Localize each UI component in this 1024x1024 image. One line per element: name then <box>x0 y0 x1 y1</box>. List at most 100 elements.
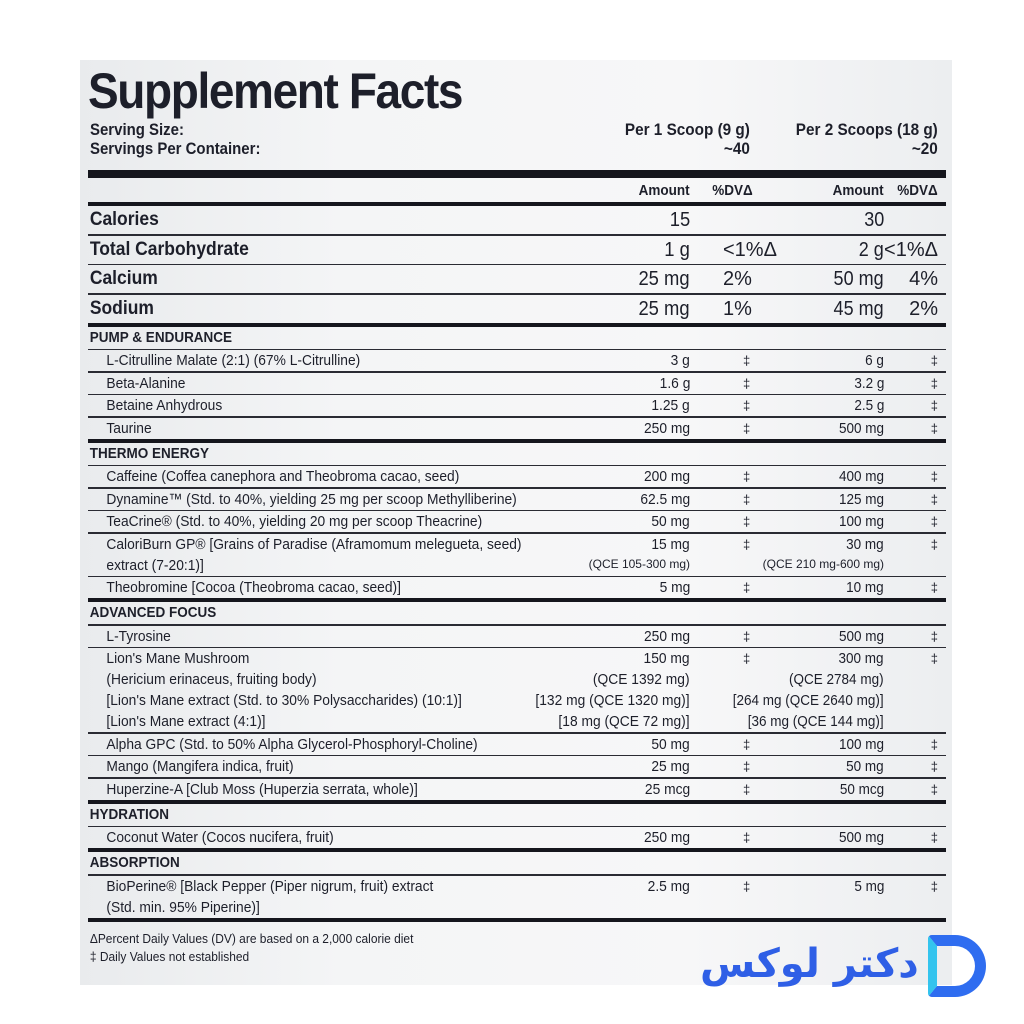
amount-per-1-scoop: 2.5 mg <box>647 877 690 895</box>
dv-per-2-scoops: ‡ <box>930 759 938 774</box>
amount-per-1-scoop: 25 mg <box>651 758 690 775</box>
dv-per-2-scoops: ‡ <box>930 469 938 484</box>
amount-per-2-scoops: 2.5 g <box>853 397 884 414</box>
dv-per-1-scoop: ‡ <box>743 491 751 507</box>
nutrient-name: L-Citrulline Malate (2:1) (67% L-Citrull… <box>106 352 361 369</box>
amount-per-1-scoop: 3 g <box>670 352 690 369</box>
logo-text: دکتر لوکس <box>700 941 919 987</box>
divider <box>88 575 946 577</box>
serving-info: Serving Size: Servings Per Container: Per… <box>88 120 946 170</box>
nutrient-row: Huperzine-A [Club Moss (Huperzia serrata… <box>88 779 946 800</box>
amount-per-2-scoops: 100 mg <box>838 513 884 530</box>
nutrient-row: Beta-Alanine 1.6 g ‡ 3.2 g ‡ <box>88 373 946 394</box>
dv-per-2-scoops: ‡ <box>930 536 938 552</box>
section-header: PUMP & ENDURANCE <box>89 328 233 346</box>
nutrient-name: Lion's Mane Mushroom (Hericium erinaceus… <box>106 650 462 730</box>
divider <box>88 732 946 734</box>
nutrient-name: Caffeine (Coffea canephora and Theobroma… <box>106 468 460 485</box>
dv-per-1-scoop: ‡ <box>743 420 751 436</box>
divider <box>88 234 946 236</box>
dv-per-1-scoop: ‡ <box>743 651 751 666</box>
amount-per-2-scoops: 30 <box>863 209 884 231</box>
amount-per-2-scoops: 45 mg <box>833 297 884 320</box>
dv-per-2-scoops: 4% <box>909 268 938 290</box>
nutrient-name: Calories <box>89 209 159 230</box>
nutrient-row: Total Carbohydrate 1 g <1%Δ 2 g <1%Δ <box>88 236 946 264</box>
amount-header-2: Amount <box>833 182 884 199</box>
amount-per-1-scoop: 50 mg <box>651 735 690 753</box>
divider <box>88 371 946 373</box>
label-title: Supplement Facts <box>88 63 463 119</box>
dv-per-2-scoops: <1%Δ <box>884 238 938 261</box>
nutrient-name: CaloriBurn GP® [Grains of Paradise (Afra… <box>106 535 522 574</box>
amount-per-1-scoop: 1.25 g <box>651 397 690 414</box>
divider <box>88 393 946 395</box>
nutrient-row: Theobromine [Cocoa (Theobroma cacao, see… <box>88 577 946 598</box>
dv-per-2-scoops: ‡ <box>930 353 938 368</box>
dv-per-2-scoops: ‡ <box>930 398 938 413</box>
nutrient-name: Coconut Water (Cocos nucifera, fruit) <box>106 829 334 846</box>
amount-per-1-scoop: 50 mg <box>651 513 690 530</box>
nutrient-row: TeaCrine® (Std. to 40%, yielding 20 mg p… <box>88 511 946 532</box>
amount-per-2-scoops: 100 mg <box>838 735 884 753</box>
nutrient-row: Mango (Mangifera indica, fruit) 25 mg ‡ 50 … <box>88 756 946 777</box>
nutrient-name: Huperzine-A [Club Moss (Huperzia serrata… <box>106 780 418 798</box>
amount-per-2-scoops: 30 mg <box>846 535 884 553</box>
nutrient-name: L-Tyrosine <box>106 627 171 645</box>
amount-per-1-scoop: 150 mg (QCE 1392 mg) [132 mg (QCE 1320 m… <box>535 650 690 730</box>
nutrient-row: Taurine 250 mg ‡ 500 mg ‡ <box>88 418 946 439</box>
amount-header-1: Amount <box>639 182 690 199</box>
nutrient-row: Caffeine (Coffea canephora and Theobroma… <box>88 466 946 487</box>
nutrient-name: Mango (Mangifera indica, fruit) <box>106 758 294 775</box>
footnotes: ΔPercent Daily Values (DV) are based on … <box>88 930 877 966</box>
divider <box>88 532 946 534</box>
amount-per-2-scoops: 300 mg (QCE 2784 mg) [264 mg (QCE 2640 m… <box>733 650 884 730</box>
divider <box>88 509 946 511</box>
amount-per-2-scoops: 50 mcg <box>839 780 884 798</box>
amount-per-1-scoop: 25 mg <box>638 268 690 290</box>
dv-per-2-scoops: ‡ <box>930 878 938 894</box>
divider <box>88 848 946 852</box>
dv-per-1-scoop: ‡ <box>743 514 751 529</box>
col1-serving: Per 1 Scoop (9 g) <box>625 120 750 139</box>
dv-per-1-scoop: ‡ <box>743 353 751 368</box>
section-header: ABSORPTION <box>89 854 180 871</box>
amount-per-1-scoop: 15 <box>669 209 690 231</box>
dv-per-1-scoop: ‡ <box>743 759 751 774</box>
divider <box>88 624 946 626</box>
dv-header-1: %DVΔ <box>712 182 753 199</box>
brand-logo: دکتر لوکس <box>700 935 1000 1005</box>
dv-per-1-scoop: 2% <box>723 268 752 290</box>
nutrient-row: Alpha GPC (Std. to 50% Alpha Glycerol-Ph… <box>88 734 946 755</box>
amount-per-1-scoop: 1.6 g <box>659 374 690 392</box>
nutrient-row: Betaine Anhydrous 1.25 g ‡ 2.5 g ‡ <box>88 395 946 416</box>
dv-per-1-scoop: ‡ <box>743 580 751 595</box>
divider <box>88 825 946 827</box>
nutrient-row: Sodium 25 mg 1% 45 mg 2% <box>88 295 946 323</box>
dv-per-2-scoops: ‡ <box>930 420 938 436</box>
amount-per-2-scoops: 5 mg <box>853 877 884 895</box>
dv-per-2-scoops: ‡ <box>930 736 938 752</box>
dv-per-2-scoops: ‡ <box>930 651 938 666</box>
nutrient-name: Betaine Anhydrous <box>106 397 223 414</box>
divider <box>88 348 946 350</box>
amount-per-1-scoop: 5 mg <box>659 579 690 596</box>
nutrient-name: Theobromine [Cocoa (Theobroma cacao, see… <box>106 579 401 596</box>
footnote-dv: ΔPercent Daily Values (DV) are based on … <box>89 930 414 946</box>
nutrient-name: Sodium <box>89 297 154 319</box>
dv-per-2-scoops: ‡ <box>930 375 938 391</box>
divider <box>88 416 946 418</box>
nutrient-row: Calories 15 30 <box>88 206 946 234</box>
divider <box>88 438 946 443</box>
nutrient-rows: Calories 15 30 Total Carbohydrate 1 g <1%Δ 2 g… <box>88 206 946 918</box>
nutrient-name: Taurine <box>106 419 152 437</box>
amount-per-2-scoops: 400 mg <box>838 468 884 485</box>
nutrient-row: L-Citrulline Malate (2:1) (67% L-Citrull… <box>88 350 946 371</box>
dv-per-1-scoop: 1% <box>723 297 752 320</box>
amount-per-1-scoop: 1 g <box>664 238 690 261</box>
divider <box>88 202 946 206</box>
amount-per-2-scoops: 50 mg <box>833 268 884 290</box>
section-header: THERMO ENERGY <box>89 444 210 462</box>
nutrient-name: Total Carbohydrate <box>89 238 249 260</box>
divider <box>88 322 946 327</box>
